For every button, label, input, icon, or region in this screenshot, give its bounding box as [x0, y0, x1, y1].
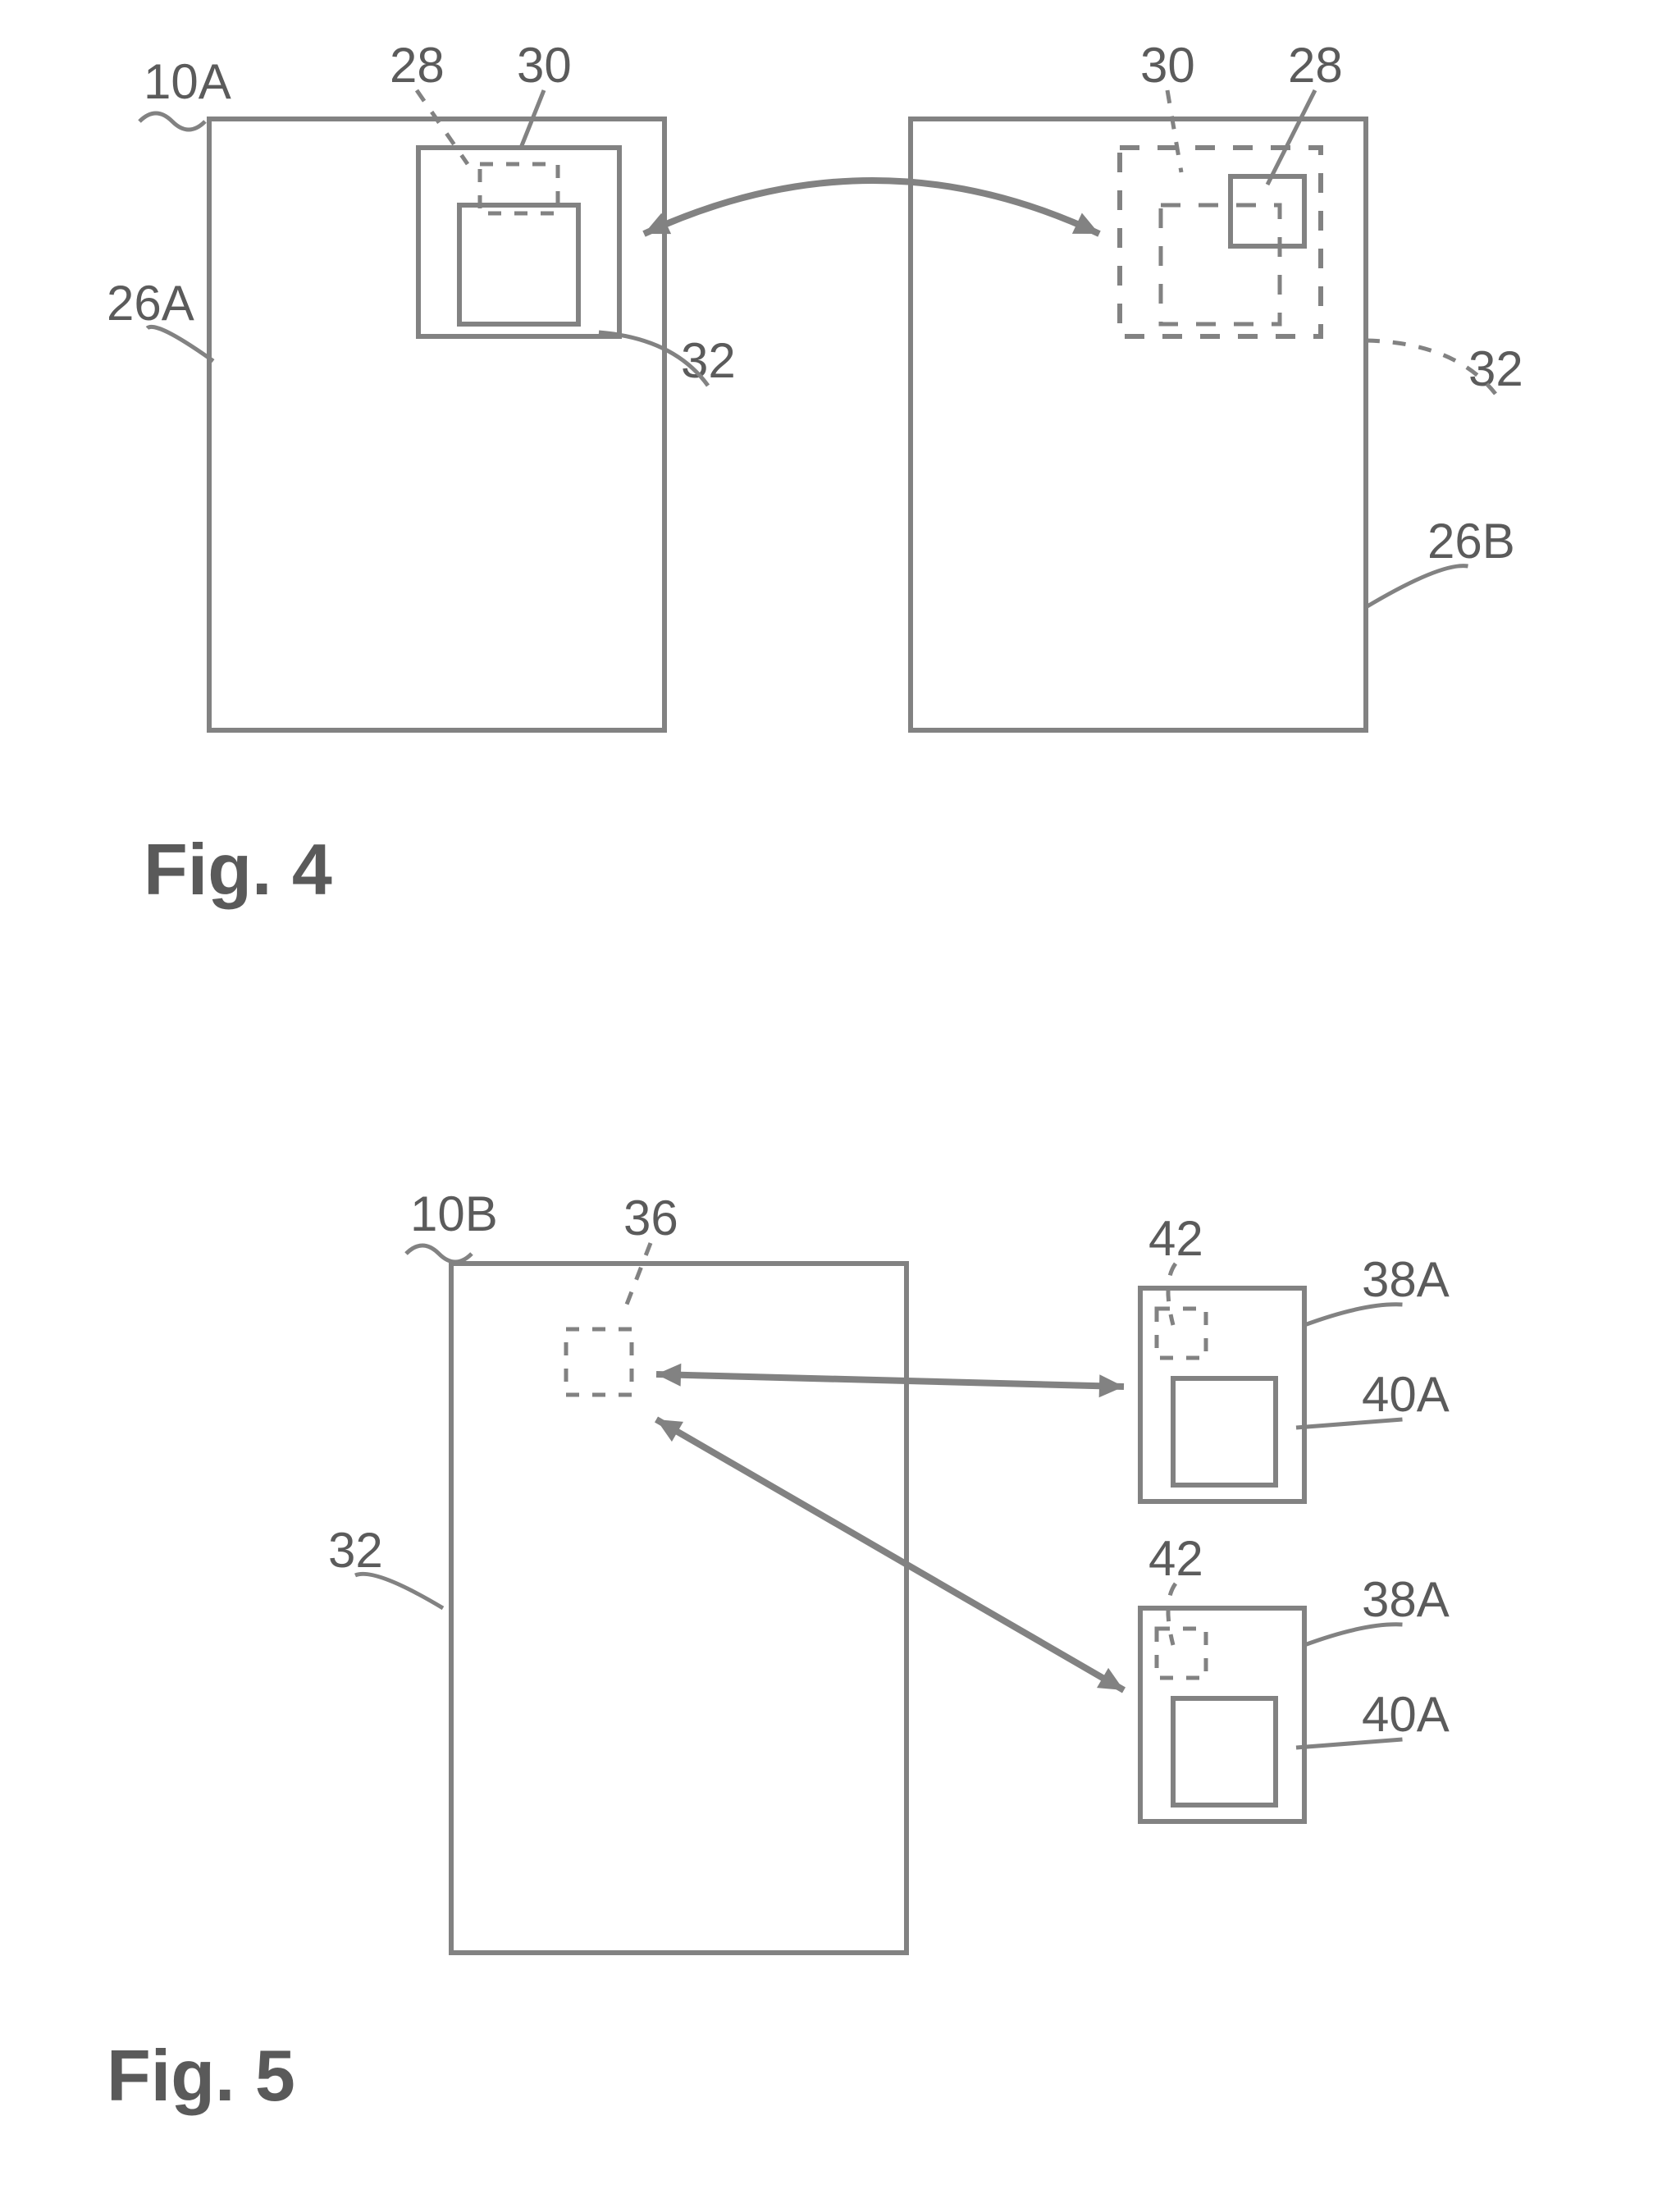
label-text: 32: [1468, 341, 1523, 396]
leader-line: [623, 1243, 651, 1313]
label-text: Fig. 4: [144, 829, 332, 910]
leader-line: [1366, 566, 1468, 607]
label-text: 28: [390, 38, 445, 93]
leader-line: [1267, 90, 1315, 185]
label-text: 40A: [1362, 1687, 1450, 1742]
label-text: 40A: [1362, 1367, 1450, 1422]
fig4-panel-left: [209, 119, 664, 730]
label-text: 32: [328, 1523, 383, 1578]
fig5-panel-inner-dashed: [566, 1329, 632, 1395]
label-text: 26B: [1427, 514, 1515, 569]
label-text: 26A: [107, 276, 194, 331]
tilde: [406, 1245, 472, 1262]
label-text: 30: [517, 38, 572, 93]
fig5-module-a: [1140, 1288, 1304, 1501]
double-arrow: [656, 1419, 1124, 1690]
leader-line: [417, 90, 468, 164]
leader-line: [1168, 1584, 1176, 1645]
fig5-module-a-dashed: [1157, 1309, 1206, 1358]
leader-line: [355, 1574, 443, 1608]
fig4-panel-right: [911, 119, 1366, 730]
fig5-panel: [451, 1264, 906, 1953]
leader-line: [1304, 1625, 1403, 1645]
label-text: 42: [1148, 1211, 1203, 1266]
leader-line: [1296, 1739, 1403, 1748]
fig5-module-b-inner: [1173, 1698, 1276, 1805]
leader-line: [1168, 1264, 1176, 1325]
label-text: 10B: [410, 1186, 498, 1241]
label-text: 38A: [1362, 1572, 1450, 1627]
fig5-module-a-inner: [1173, 1378, 1276, 1485]
double-arrow: [656, 1374, 1124, 1387]
fig4-right-top-solid: [1231, 176, 1304, 246]
label-text: 28: [1288, 38, 1343, 93]
label-text: 36: [623, 1191, 678, 1245]
leader-line: [148, 327, 214, 361]
label-text: 32: [681, 333, 736, 388]
label-text: Fig. 5: [107, 2035, 295, 2116]
tilde: [139, 113, 205, 130]
fig5-module-b: [1140, 1608, 1304, 1821]
fig5-module-b-dashed: [1157, 1629, 1206, 1678]
fig4-left-inner: [459, 205, 578, 324]
label-text: 30: [1140, 38, 1195, 93]
leader-line: [1296, 1419, 1403, 1428]
label-text: 38A: [1362, 1252, 1450, 1307]
fig4-left-outer: [418, 148, 619, 336]
fig4-right-inner-dashed: [1161, 205, 1280, 324]
label-text: 10A: [144, 54, 231, 109]
label-text: 42: [1148, 1531, 1203, 1586]
leader-line: [1167, 90, 1181, 172]
leader-line: [1304, 1305, 1403, 1325]
double-arrow: [644, 181, 1099, 234]
